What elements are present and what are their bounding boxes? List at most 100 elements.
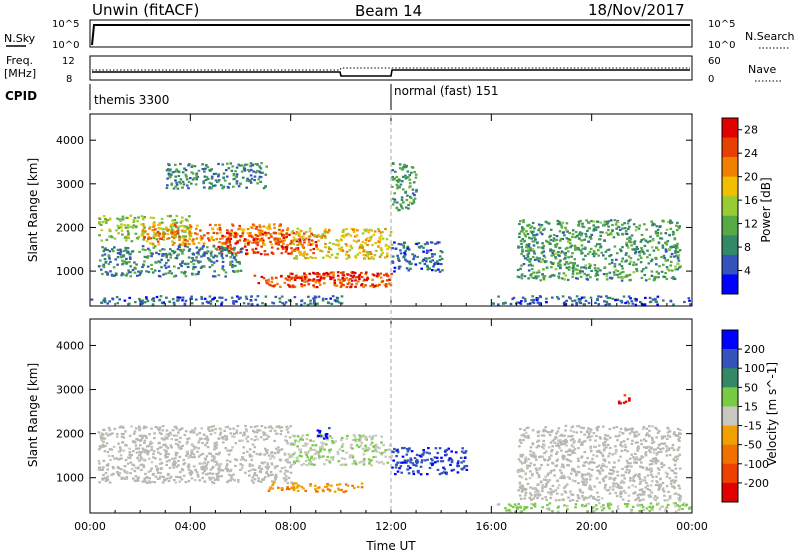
cell-1-0-314 — [162, 443, 165, 447]
cell-1-3-22 — [462, 451, 466, 454]
cell-0-0-129 — [169, 214, 172, 217]
cell-1-4-6 — [635, 435, 638, 438]
cell-1-4-204 — [668, 497, 672, 500]
cell-0-9-94 — [262, 187, 266, 190]
cell-0-1-201 — [183, 242, 186, 246]
cell-0-6-288 — [167, 271, 170, 274]
cell-0-12-128 — [151, 298, 154, 301]
cell-1-1-38 — [331, 458, 335, 461]
cell-0-12-17 — [108, 300, 111, 303]
cell-0-6-239 — [126, 250, 129, 253]
cell-1-4-541 — [602, 444, 605, 447]
cell-0-10-349 — [625, 241, 628, 244]
cell-1-3-95 — [398, 467, 401, 470]
cell-0-10-414 — [573, 258, 576, 261]
cell-0-10-197 — [605, 272, 609, 275]
cell-0-11-112 — [557, 297, 560, 300]
cell-1-2-8 — [271, 487, 275, 490]
cell-0-3-202 — [364, 238, 368, 242]
cell-0-9-23 — [189, 177, 192, 180]
cell-1-4-90 — [638, 482, 642, 485]
cell-1-0-578 — [129, 461, 133, 464]
cell-0-0-131 — [137, 216, 140, 219]
cell-0-5-51 — [354, 276, 358, 279]
cell-1-1-207 — [319, 448, 323, 451]
cell-0-10-505 — [522, 232, 526, 235]
cell-0-6-97 — [125, 257, 128, 260]
cell-1-2-32 — [328, 489, 332, 493]
cell-1-0-680 — [128, 451, 132, 454]
cell-1-0-366 — [265, 437, 269, 440]
cell-1-0-750 — [120, 476, 124, 480]
cell-0-10-669 — [565, 266, 569, 269]
cell-0-11-24 — [577, 298, 581, 301]
cell-0-10-355 — [674, 268, 677, 271]
cell-1-0-716 — [200, 467, 203, 470]
cell-0-3-103 — [381, 231, 384, 234]
cell-1-4-503 — [619, 490, 622, 493]
cell-1-5-119 — [602, 507, 606, 510]
cell-1-1-146 — [346, 434, 349, 437]
cell-0-12-122 — [216, 300, 219, 303]
cell-0-10-172 — [594, 274, 597, 277]
cell-0-11-114 — [619, 299, 623, 302]
colorbar-seg-0-4 — [722, 196, 738, 217]
cell-0-3-195 — [335, 239, 339, 242]
cell-0-3-152 — [308, 227, 312, 230]
cell-1-1-119 — [345, 437, 349, 440]
cell-1-1-115 — [293, 460, 296, 463]
y-tick-label-0-0: 1000 — [56, 265, 84, 278]
cell-0-1-184 — [281, 229, 285, 232]
cell-0-3-71 — [388, 234, 392, 237]
cell-1-1-177 — [382, 443, 385, 447]
cell-0-1-136 — [199, 237, 203, 240]
cell-1-4-342 — [607, 461, 611, 464]
cell-0-10-273 — [644, 279, 648, 282]
cell-1-4-390 — [569, 439, 573, 442]
cell-1-4-271 — [639, 465, 642, 468]
cell-0-6-220 — [191, 273, 194, 276]
cell-0-11-44 — [656, 295, 660, 298]
cell-0-9-161 — [239, 182, 242, 185]
cell-0-3-191 — [369, 228, 372, 231]
cell-0-6-120 — [197, 253, 200, 256]
cell-0-1-94 — [184, 242, 188, 245]
cell-0-4-47 — [265, 280, 268, 284]
cell-1-1-41 — [380, 441, 383, 444]
cell-1-4-740 — [582, 464, 585, 467]
cell-0-7-104 — [440, 263, 443, 266]
cell-0-10-301 — [537, 269, 541, 272]
cell-1-0-146 — [112, 445, 116, 448]
cell-1-0-562 — [156, 448, 160, 451]
cell-0-10-636 — [584, 232, 588, 236]
cell-1-4-253 — [531, 429, 535, 432]
cell-1-1-59 — [320, 455, 323, 458]
nsky-panel: N.Sky 10^5 10^0 10^5 10^0 N.Search — [4, 19, 795, 51]
cell-1-0-80 — [203, 461, 206, 464]
cell-1-0-196 — [152, 472, 155, 476]
cell-1-5-106 — [676, 504, 679, 507]
cell-1-4-438 — [572, 441, 576, 445]
cell-0-6-201 — [133, 261, 136, 264]
cell-1-0-493 — [184, 430, 188, 433]
cell-0-10-529 — [577, 220, 581, 223]
cell-0-5-7 — [342, 271, 345, 274]
cell-1-0-359 — [168, 431, 172, 434]
cell-1-4-469 — [650, 491, 653, 494]
cell-0-4-127 — [313, 286, 316, 289]
cell-1-0-2 — [150, 467, 153, 470]
cell-1-0-592 — [163, 478, 166, 481]
cell-0-6-272 — [149, 252, 153, 255]
cell-1-3-83 — [464, 450, 468, 453]
cell-1-3-93 — [462, 460, 466, 463]
cell-0-3-113 — [364, 230, 367, 233]
cell-1-0-303 — [209, 468, 213, 471]
cell-1-0-197 — [201, 442, 204, 445]
cell-1-1-202 — [321, 447, 324, 450]
cell-0-10-416 — [661, 246, 665, 249]
cell-1-4-148 — [533, 493, 537, 496]
cell-1-4-843 — [530, 486, 534, 489]
cell-1-4-755 — [517, 458, 521, 461]
cell-0-10-462 — [542, 254, 546, 257]
cell-1-0-37 — [101, 468, 104, 471]
